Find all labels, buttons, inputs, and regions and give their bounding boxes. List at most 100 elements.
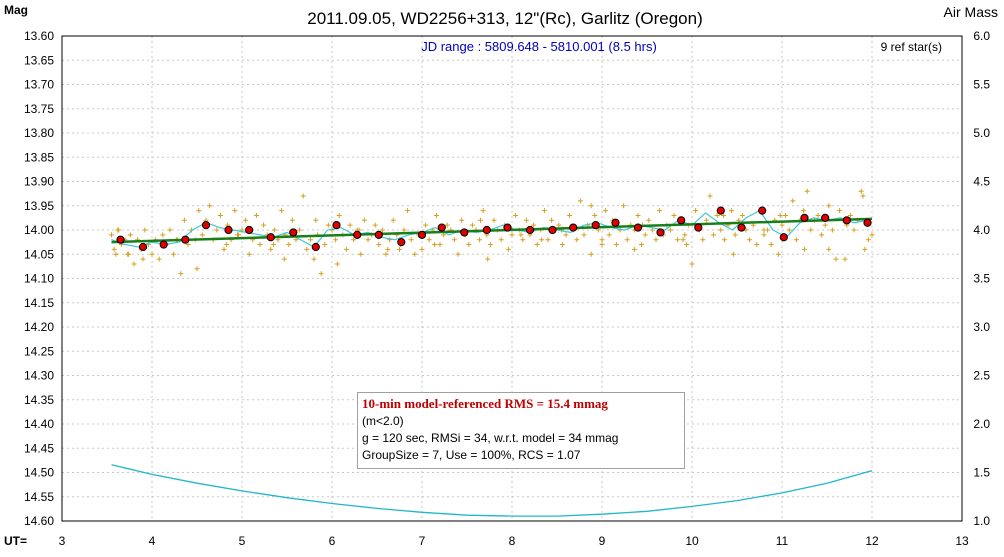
binned-point [656, 228, 665, 237]
raw-point [477, 237, 483, 243]
raw-point [111, 246, 117, 252]
raw-point [523, 217, 529, 223]
y-tick-label: 13.95 [24, 199, 54, 213]
raw-point [851, 227, 857, 233]
raw-points-layer [109, 188, 875, 277]
trend-line-layer [111, 217, 873, 244]
raw-point [444, 222, 450, 228]
raw-point [221, 246, 227, 252]
raw-point [779, 222, 785, 228]
raw-point [680, 237, 686, 243]
raw-point [667, 227, 673, 233]
y-tick-labels: 13.60 13.65 13.70 13.75 13.80 13.85 13.90 13.95… [24, 29, 54, 528]
raw-point [815, 212, 821, 218]
raw-point [451, 237, 457, 243]
raw-point [293, 237, 299, 243]
raw-point [480, 208, 486, 214]
y2-tick-label: 3.5 [973, 272, 990, 286]
info-line-2: g = 120 sec, RMSi = 34, w.r.t. model = 3… [362, 431, 619, 445]
raw-point [635, 212, 641, 218]
raw-point [281, 256, 287, 262]
raw-point [149, 251, 155, 257]
info-line-3: GroupSize = 7, Use = 100%, RCS = 1.07 [362, 448, 581, 462]
raw-point [408, 237, 414, 243]
raw-point [347, 222, 353, 228]
y-tick-label: 14.20 [24, 320, 54, 334]
y2-tick-labels: 6.0 5.5 5.0 4.5 4.0 3.5 3.0 2.5 2.0 1.5 1.0 [973, 29, 990, 528]
raw-point [379, 227, 385, 233]
raw-point [732, 232, 738, 238]
raw-point [333, 237, 339, 243]
y2-tick-label: 4.5 [973, 175, 990, 189]
y-tick-label: 14.60 [24, 514, 54, 528]
binned-point [503, 223, 512, 232]
raw-point [826, 246, 832, 252]
binned-point [460, 228, 469, 237]
raw-point [185, 242, 191, 248]
raw-point [509, 232, 515, 238]
raw-point [869, 232, 875, 238]
binned-point [863, 218, 872, 227]
raw-point [385, 246, 391, 252]
raw-point [279, 208, 285, 214]
binned-point [758, 206, 767, 215]
raw-point [739, 212, 745, 218]
y-tick-label: 14.35 [24, 393, 54, 407]
raw-point [577, 198, 583, 204]
binned-point [694, 223, 703, 232]
raw-point [847, 212, 853, 218]
raw-point [588, 203, 594, 209]
raw-point [246, 251, 252, 257]
binned-point [353, 230, 362, 239]
stats-info-box: 10-min model-referenced RMS = 15.4 mmag … [357, 392, 685, 469]
raw-point [588, 251, 594, 257]
raw-point [304, 246, 310, 252]
raw-point [689, 261, 695, 267]
raw-point [606, 232, 612, 238]
x-tick-label: 10 [685, 534, 699, 548]
raw-point [865, 237, 871, 243]
plot-area-frame [61, 35, 963, 522]
raw-point [826, 203, 832, 209]
airmass-curve-layer [111, 464, 873, 517]
x-tick-label: 4 [149, 534, 156, 548]
raw-point [833, 256, 839, 262]
raw-point [804, 188, 810, 194]
x-tick-labels: 3 4 5 6 7 8 9 10 11 12 13 [59, 534, 969, 548]
raw-point [127, 232, 133, 238]
raw-point [777, 212, 783, 218]
binned-point [482, 225, 491, 235]
raw-point [513, 212, 519, 218]
raw-point [707, 193, 713, 199]
raw-point [336, 212, 342, 218]
binned-point [289, 228, 298, 237]
raw-point [646, 217, 652, 223]
y2-tick-label: 1.0 [973, 514, 990, 528]
raw-point [754, 242, 760, 248]
y-tick-label: 14.55 [24, 490, 54, 504]
binned-point [842, 216, 851, 225]
raw-point [563, 232, 569, 238]
raw-point [224, 242, 230, 248]
raw-point [487, 242, 493, 248]
binned-point [437, 223, 446, 232]
y-tick-label: 14.15 [24, 296, 54, 310]
y2-tick-label: 6.0 [973, 29, 990, 43]
jd-range-label: JD range : 5809.648 - 5810.001 (8.5 hrs) [421, 39, 657, 54]
binned-point [716, 206, 725, 215]
y-tick-label: 13.60 [24, 29, 54, 43]
raw-point [361, 217, 367, 223]
binned-point [266, 233, 275, 242]
raw-point [115, 227, 121, 233]
raw-point [592, 212, 598, 218]
raw-point [786, 227, 792, 233]
raw-point [325, 222, 331, 228]
raw-point [397, 246, 402, 252]
y-tick-label: 13.70 [24, 78, 54, 92]
raw-point [412, 251, 418, 257]
raw-point [721, 237, 727, 243]
info-line-1: (m<2.0) [362, 414, 404, 428]
x-tick-label: 13 [955, 534, 969, 548]
raw-point [365, 237, 371, 243]
binned-point [548, 225, 557, 235]
